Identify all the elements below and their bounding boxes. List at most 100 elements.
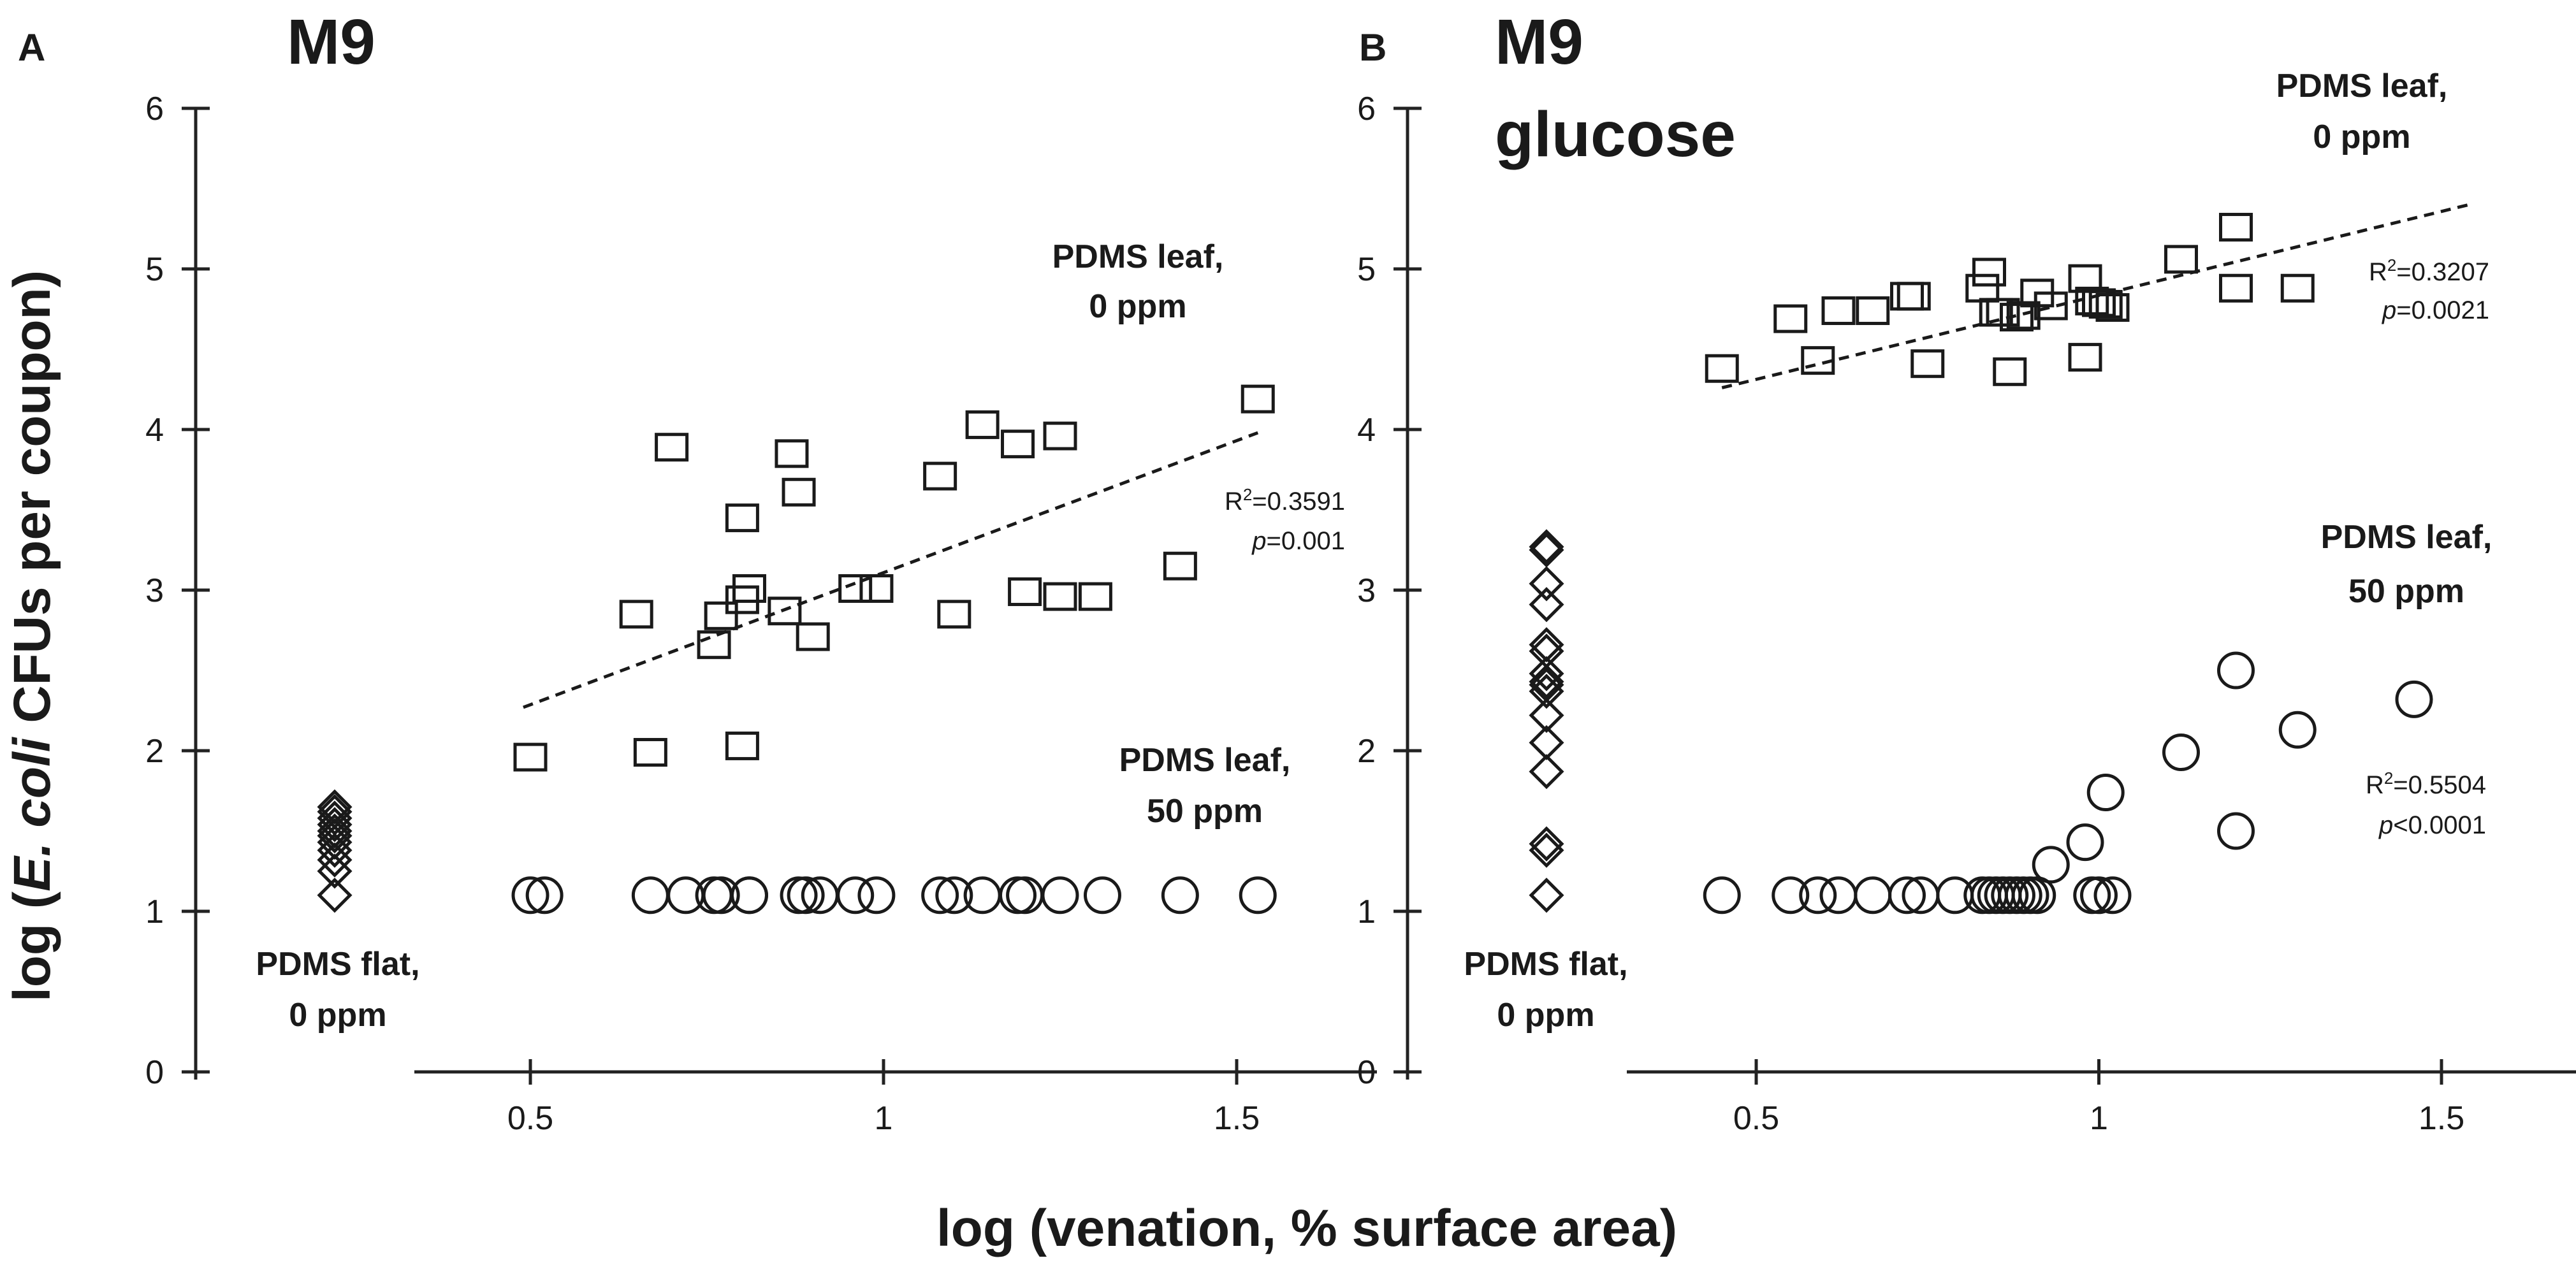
circle-marker	[921, 876, 959, 914]
diamond-marker	[1529, 529, 1564, 565]
square-marker	[619, 600, 653, 629]
diamond-marker	[1529, 656, 1564, 691]
p-value: <0.0001	[2393, 811, 2486, 839]
circle-marker	[2217, 651, 2255, 690]
circle-marker	[730, 876, 768, 914]
circle-marker	[2278, 711, 2317, 749]
circle-marker	[702, 876, 740, 914]
x-tick-label: 0.5	[1733, 1100, 1779, 1137]
square-marker	[1008, 577, 1042, 607]
square-marker	[2000, 303, 2034, 332]
x-tick-label: 1	[2090, 1100, 2108, 1137]
circle-marker	[2217, 812, 2255, 850]
circle-marker	[1083, 876, 1121, 914]
y-axis-title-organism: E. coli	[3, 736, 61, 892]
y-tick-label: 1	[1357, 893, 1376, 930]
panel-a-letter: A	[18, 26, 45, 69]
annotation-line: 0 ppm	[1497, 997, 1594, 1034]
circle-marker	[787, 876, 825, 914]
panel-b-trendline-group	[1721, 203, 2470, 389]
square-marker	[2034, 291, 2068, 321]
diamond-marker	[317, 813, 353, 849]
diamond-marker	[1529, 826, 1564, 862]
circle-marker	[2066, 823, 2104, 862]
panel-a-annotation-leaf50: PDMS leaf, 50 ppm	[1119, 742, 1291, 830]
diamond-marker	[1529, 725, 1564, 760]
panel-a-annotation-flat: PDMS flat, 0 ppm	[256, 946, 419, 1034]
y-tick-label: 6	[1357, 90, 1376, 127]
square-marker	[725, 731, 759, 760]
circle-marker	[1239, 876, 1277, 914]
diamond-marker	[317, 878, 353, 913]
square-marker	[859, 574, 894, 603]
p-symbol: p	[2378, 811, 2393, 839]
annotation-line: PDMS leaf,	[2321, 519, 2492, 556]
y-tick-label: 1	[145, 893, 164, 930]
x-tick-label: 0.5	[507, 1100, 553, 1137]
square-marker	[1043, 582, 1077, 611]
circle-marker	[2032, 846, 2070, 884]
square-marker	[1993, 357, 2027, 386]
y-tick-label: 5	[1357, 251, 1376, 288]
panel-a-axes: 0 1 2 3 4 5 6 0.5 1 1.5	[145, 90, 1377, 1137]
circle-marker	[2073, 876, 2111, 914]
panel-b-letter: B	[1359, 26, 1386, 69]
trendline	[1721, 203, 2470, 389]
panel-b-title: M9	[1495, 6, 1583, 78]
circle-marker	[511, 876, 549, 914]
circle-marker	[2093, 876, 2132, 914]
y-axis-title: log (E. coli CFUs per coupon)	[3, 270, 61, 1002]
y-tick-label: 4	[1357, 412, 1376, 449]
r-squared-value: =0.3591	[1252, 488, 1345, 516]
diamond-marker	[1529, 633, 1564, 669]
panel-b-markers	[1529, 212, 2433, 914]
square-marker	[1078, 582, 1112, 611]
y-tick-label: 5	[145, 251, 164, 288]
circle-marker	[1854, 876, 1892, 914]
circle-marker	[2086, 774, 2125, 812]
square-marker	[655, 433, 689, 462]
square-marker	[2280, 273, 2315, 303]
panel-b-annotation-leaf0: PDMS leaf, 0 ppm	[2276, 68, 2448, 155]
circle-marker	[1888, 876, 1926, 914]
annotation-line: PDMS leaf,	[1052, 238, 1224, 275]
square-marker	[697, 630, 731, 660]
square-marker	[1856, 296, 1890, 326]
square-marker	[1163, 551, 1197, 581]
square-marker	[2088, 289, 2123, 319]
x-tick-label: 1	[875, 1100, 893, 1137]
y-tick-label: 2	[145, 733, 164, 770]
circle-marker	[1936, 876, 1974, 914]
r-squared-value: =0.3207	[2396, 258, 2489, 286]
circle-marker	[836, 876, 875, 914]
panel-b: B M9 glucose 0 1 2 3 4 5 6 0.5 1 1.5 PDMS leaf, 0…	[1357, 6, 2576, 1137]
annotation-line: 50 ppm	[1147, 793, 1263, 830]
trendline	[523, 431, 1259, 709]
square-marker	[1896, 282, 1931, 311]
square-marker	[1773, 304, 1808, 333]
square-marker	[768, 596, 802, 626]
diamond-marker	[1529, 532, 1564, 568]
diamond-marker	[1529, 587, 1564, 623]
diamond-marker	[1529, 832, 1564, 868]
square-marker	[923, 461, 957, 491]
y-tick-label: 6	[145, 90, 164, 127]
p-symbol: p	[2382, 296, 2396, 324]
panel-b-stats-top: R2=0.3207 p=0.0021	[2369, 256, 2489, 324]
x-tick-label: 1.5	[2419, 1100, 2464, 1137]
p-symbol: p	[1251, 527, 1266, 555]
annotation-line: 0 ppm	[289, 997, 386, 1034]
circle-marker	[857, 876, 896, 914]
circle-marker	[2080, 876, 2118, 914]
annotation-line: PDMS flat,	[1464, 946, 1627, 983]
circle-marker	[780, 876, 818, 914]
r-squared-label: R2=0.5504	[2366, 769, 2486, 799]
y-axis-title-part: log (	[3, 891, 61, 1002]
diamond-marker	[317, 807, 353, 842]
square-marker	[2164, 245, 2198, 274]
square-marker	[2095, 293, 2130, 322]
y-tick-label: 2	[1357, 733, 1376, 770]
p-value-label: p<0.0001	[2378, 811, 2486, 839]
square-marker	[1972, 257, 2006, 287]
